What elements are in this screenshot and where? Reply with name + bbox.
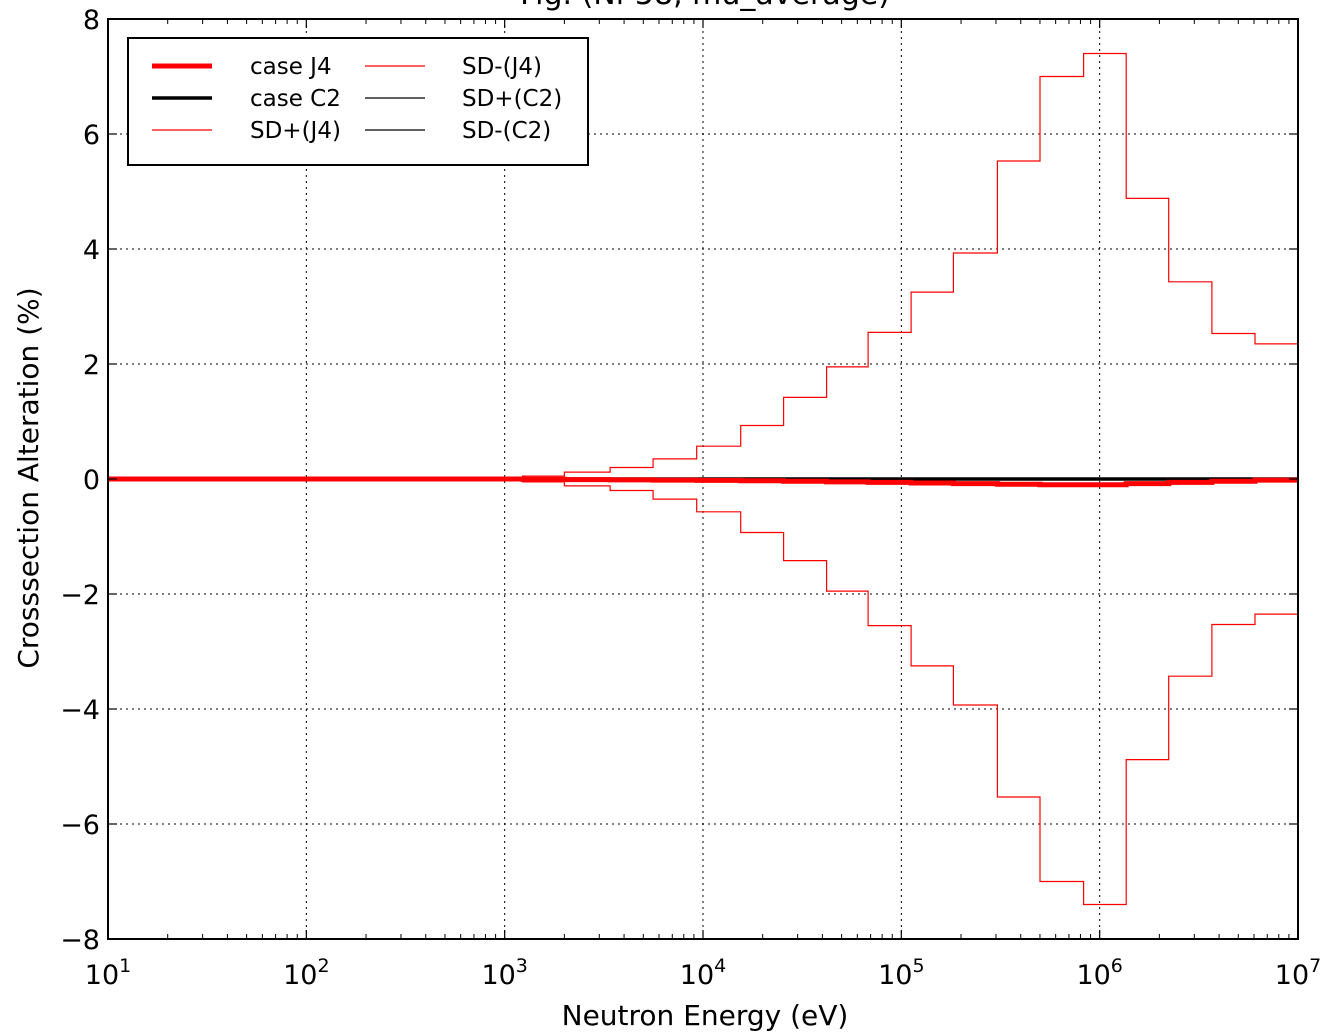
- x-tick-label: 103: [481, 955, 527, 991]
- legend-entry-label: SD-(C2): [462, 118, 551, 144]
- chart-title: Fig. (Ni-58, mu_average): [520, 0, 890, 12]
- legend: case J4 case C2 SD+(J4) SD-(J4) SD+(C2) SD-(C…: [127, 37, 589, 166]
- y-tick-label: 0: [83, 465, 100, 496]
- legend-entry-label: case J4: [250, 54, 332, 80]
- x-tick-label: 106: [1076, 955, 1122, 991]
- y-tick-label: 4: [83, 235, 100, 266]
- x-tick-exponent: 1: [119, 955, 131, 977]
- series-line-sd-j4-: [108, 52, 1298, 480]
- y-tick-label: 8: [83, 5, 100, 36]
- y-tick-label: −2: [60, 580, 100, 611]
- x-axis-label: Neutron Energy (eV): [562, 999, 849, 1032]
- y-tick-label: 6: [83, 120, 100, 151]
- x-tick-exponent: 3: [516, 955, 528, 977]
- x-tick-exponent: 2: [317, 955, 329, 977]
- y-tick-label: 2: [83, 350, 100, 381]
- legend-entry-label: SD-(J4): [462, 54, 542, 80]
- x-tick-exponent: 6: [1111, 955, 1123, 977]
- x-tick-exponent: 5: [912, 955, 924, 977]
- x-tick-label: 104: [680, 955, 726, 991]
- series-line-sd-j4-: [108, 478, 1298, 906]
- x-tick-label: 101: [85, 955, 131, 991]
- x-tick-exponent: 7: [1309, 955, 1321, 977]
- x-tick-label: 105: [878, 955, 924, 991]
- legend-entry-label: SD+(J4): [250, 118, 341, 144]
- tick-labels: 101 102 103 104 105 106 107 −8 −6 −4 −2 0 2 4 6 8: [60, 5, 1321, 991]
- series-line-case-j4: [108, 476, 1298, 488]
- x-tick-label: 102: [283, 955, 329, 991]
- legend-entry-label: case C2: [250, 86, 341, 112]
- y-tick-label: −6: [60, 810, 100, 841]
- y-tick-label: −8: [60, 925, 100, 956]
- series-layer: [108, 52, 1298, 906]
- x-tick-exponent: 4: [714, 955, 726, 977]
- legend-entry-label: SD+(C2): [462, 86, 562, 112]
- x-tick-label: 107: [1275, 955, 1321, 991]
- y-tick-label: −4: [60, 695, 100, 726]
- axis-ticks: [107, 18, 1299, 940]
- y-axis-label: Crosssection Alteration (%): [12, 287, 45, 668]
- legend-box: [127, 37, 589, 166]
